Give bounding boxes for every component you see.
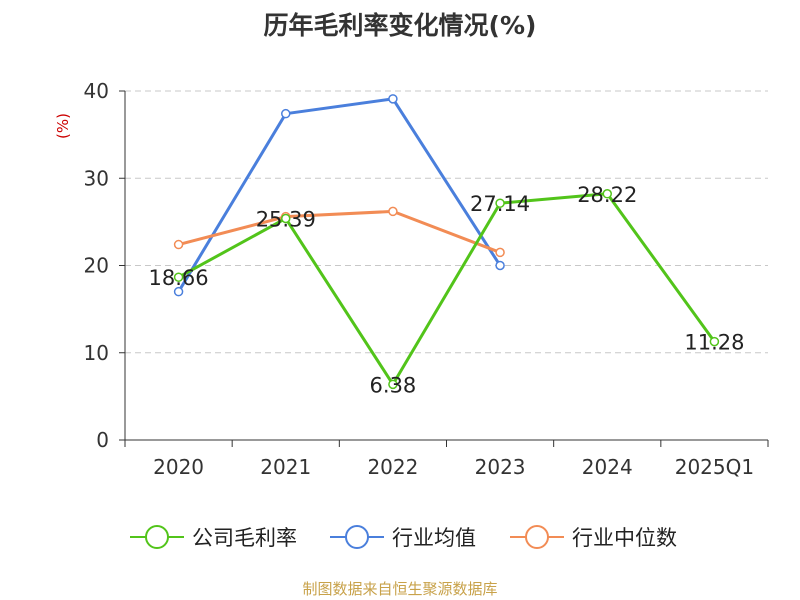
series-line-2 xyxy=(178,209,501,254)
x-tick-label: 2022 xyxy=(367,455,418,479)
legend-label: 行业均值 xyxy=(392,526,476,550)
legend[interactable]: 公司毛利率 行业均值 行业中位数 xyxy=(130,525,677,550)
axes: 0 10 20 30 40 2020 2021 2022 2023 2024 2025Q1 (%) xyxy=(54,79,769,479)
source-note: 制图数据来自恒生聚源数据库 xyxy=(302,580,498,598)
data-label: 27.14 xyxy=(470,192,530,216)
chart-title: 历年毛利率变化情况(%) xyxy=(263,11,537,40)
legend-marker-icon xyxy=(525,525,549,549)
data-point xyxy=(281,213,291,224)
data-point xyxy=(173,239,184,250)
data-point xyxy=(602,189,612,199)
y-tick-label: 30 xyxy=(84,166,109,190)
data-label: 6.38 xyxy=(370,373,417,397)
x-tick-label: 2025Q1 xyxy=(675,455,754,479)
legend-item[interactable]: 公司毛利率 xyxy=(130,525,297,550)
series-line-0 xyxy=(177,192,716,386)
y-tick-label: 10 xyxy=(84,341,109,365)
x-tick-label: 2021 xyxy=(260,455,311,479)
y-tick-label: 0 xyxy=(96,428,109,452)
data-label: 28.22 xyxy=(577,183,637,207)
legend-label: 行业中位数 xyxy=(572,526,677,550)
legend-item[interactable]: 行业均值 xyxy=(330,525,476,550)
x-tick-label: 2023 xyxy=(475,455,526,479)
data-point xyxy=(495,247,505,258)
data-label: 25.39 xyxy=(256,207,316,231)
legend-marker-icon xyxy=(145,525,169,549)
data-labels: 18.66 25.39 6.38 27.14 28.22 11.28 xyxy=(149,183,745,398)
legend-marker-icon xyxy=(345,525,369,549)
data-point xyxy=(173,286,184,297)
y-tick-label: 40 xyxy=(84,79,109,103)
y-axis-label: (%) xyxy=(54,113,72,139)
series-line-1 xyxy=(177,97,502,293)
legend-label: 公司毛利率 xyxy=(192,526,297,550)
data-point xyxy=(495,260,505,271)
x-tick-label: 2024 xyxy=(582,455,633,479)
data-point xyxy=(281,108,291,119)
data-point xyxy=(388,94,398,104)
data-label: 11.28 xyxy=(684,331,744,355)
data-point xyxy=(388,206,398,217)
legend-item[interactable]: 行业中位数 xyxy=(510,525,677,550)
data-point xyxy=(388,379,398,390)
data-label: 18.66 xyxy=(149,266,209,290)
data-point xyxy=(709,336,720,347)
data-point xyxy=(173,272,184,282)
data-point xyxy=(495,198,505,208)
y-tick-label: 20 xyxy=(84,254,109,278)
series-lines xyxy=(173,94,720,390)
x-tick-label: 2020 xyxy=(153,455,204,479)
